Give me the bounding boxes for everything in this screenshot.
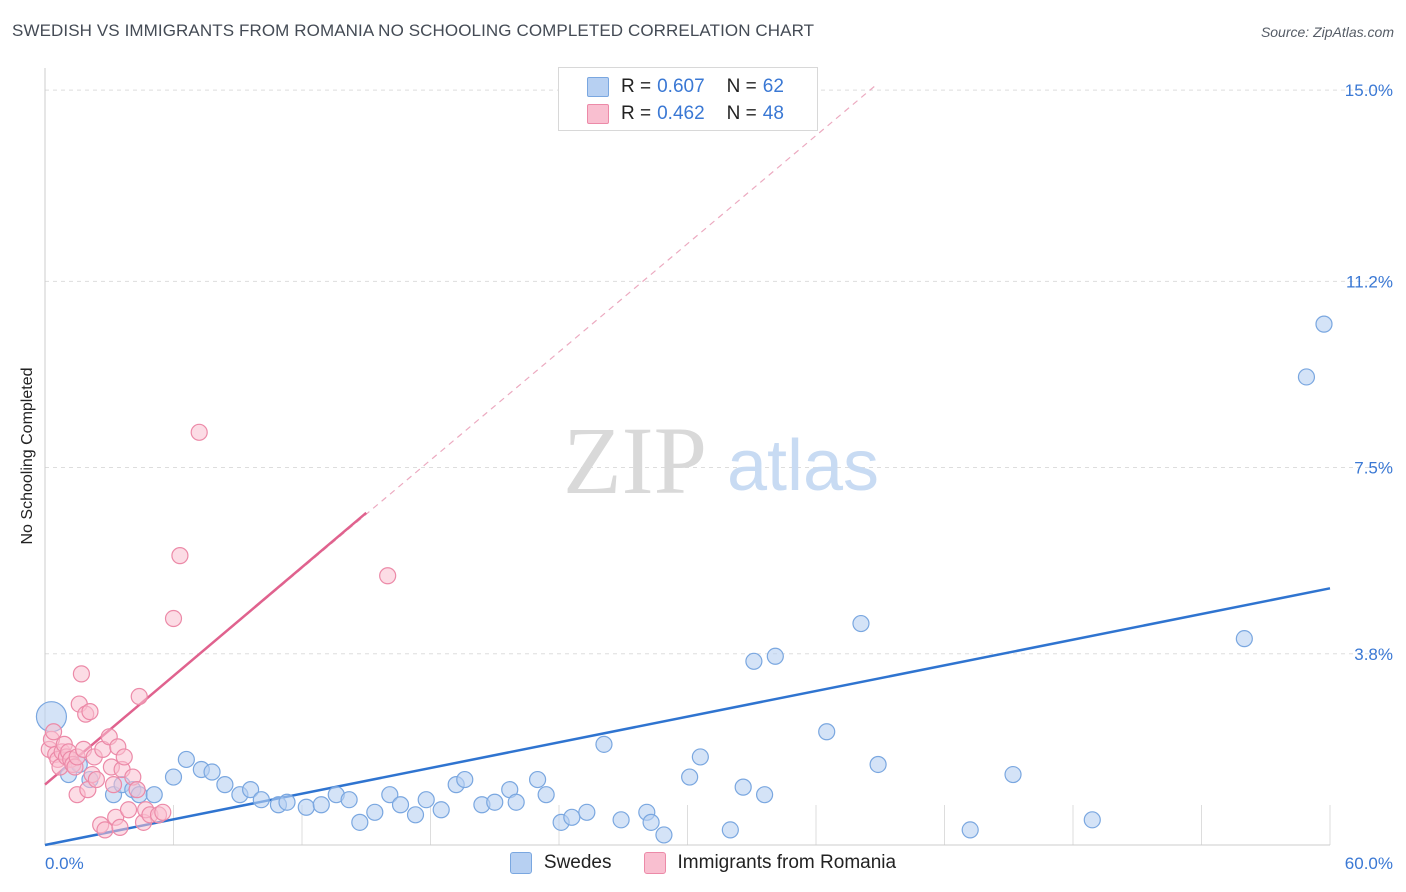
romania-point bbox=[128, 781, 146, 799]
watermark: ZIP atlas bbox=[563, 407, 879, 514]
swedes-point bbox=[642, 813, 660, 831]
bottom-legend: Swedes Immigrants from Romania bbox=[0, 852, 1406, 874]
swedes-point bbox=[278, 793, 296, 811]
bottom-legend-romania: Immigrants from Romania bbox=[643, 852, 897, 874]
swedes-point bbox=[145, 786, 163, 804]
x-tick-label: 0.0% bbox=[45, 854, 84, 873]
swedes-point bbox=[417, 791, 435, 809]
swedes-point bbox=[456, 770, 474, 789]
swedes-point bbox=[1315, 315, 1333, 333]
swedes-point bbox=[721, 821, 739, 839]
bottom-legend-swatch-romania bbox=[643, 852, 666, 874]
grid bbox=[45, 89, 1390, 655]
swedes-point bbox=[216, 776, 234, 794]
swedes-point bbox=[391, 796, 410, 814]
romania-point bbox=[164, 609, 183, 628]
romania-points bbox=[40, 423, 397, 839]
swedes-point bbox=[242, 781, 260, 799]
swedes-point bbox=[734, 778, 752, 796]
swedes-point bbox=[818, 723, 836, 741]
romania-point bbox=[379, 567, 397, 585]
legend-swatch-romania bbox=[587, 104, 609, 124]
watermark-atlas: atlas bbox=[727, 426, 879, 506]
romania-point bbox=[111, 818, 129, 836]
legend-row-romania: R = 0.462 N = 48 bbox=[587, 102, 784, 126]
legend-r-label: R = bbox=[621, 103, 652, 124]
romania-point bbox=[115, 748, 133, 766]
swedes-point bbox=[312, 796, 330, 814]
legend-swatch-swedes bbox=[587, 77, 609, 97]
swedes-point bbox=[869, 755, 887, 774]
romania-point bbox=[72, 665, 91, 683]
swedes-point bbox=[691, 748, 709, 766]
swedes-point bbox=[252, 791, 270, 809]
romania-point bbox=[81, 703, 99, 721]
legend-r-value-romania: 0.462 bbox=[657, 103, 705, 124]
bottom-legend-swedes: Swedes bbox=[509, 852, 612, 874]
romania-point bbox=[154, 803, 172, 821]
swedes-point bbox=[366, 803, 384, 821]
swedes-point bbox=[595, 735, 613, 753]
legend-n-value-romania: 48 bbox=[762, 103, 784, 124]
x-tick-label: 60.0% bbox=[1345, 854, 1393, 873]
swedes-point bbox=[755, 786, 774, 804]
swedes-point bbox=[655, 826, 673, 844]
swedes-point bbox=[164, 768, 183, 786]
romania-point bbox=[104, 776, 123, 794]
swedes-point bbox=[177, 750, 195, 769]
romania-point bbox=[119, 801, 138, 819]
swedes-point bbox=[507, 793, 525, 811]
swedes-point bbox=[961, 821, 979, 839]
swedes-point bbox=[486, 793, 504, 811]
legend-r-label: R = bbox=[621, 76, 652, 97]
y-tick-label: 15.0% bbox=[1345, 81, 1393, 100]
swedes-point bbox=[681, 768, 699, 786]
swedes-point bbox=[351, 813, 369, 831]
romania-point bbox=[44, 723, 63, 741]
swedes-point bbox=[203, 763, 221, 781]
watermark-zip: ZIP bbox=[563, 407, 707, 514]
swedes-point bbox=[406, 806, 425, 824]
chart-title: SWEDISH VS IMMIGRANTS FROM ROMANIA NO SC… bbox=[12, 21, 815, 40]
legend-row-swedes: R = 0.607 N = 62 bbox=[587, 75, 784, 99]
swedes-point bbox=[1083, 811, 1101, 829]
legend-n-label: N = bbox=[726, 76, 757, 97]
tick-labels: 3.8% 7.5% 11.2% 15.0% 0.0% 60.0% bbox=[45, 81, 1393, 873]
swedes-point bbox=[612, 811, 630, 829]
swedes-point bbox=[745, 652, 763, 670]
legend-n-label: N = bbox=[726, 103, 757, 124]
bottom-legend-swatch-swedes bbox=[509, 852, 532, 874]
swedes-point bbox=[432, 801, 450, 819]
bottom-legend-label-romania: Immigrants from Romania bbox=[677, 852, 897, 873]
y-tick-label: 7.5% bbox=[1354, 459, 1393, 478]
bottom-legend-label-swedes: Swedes bbox=[543, 852, 612, 873]
y-tick-label: 11.2% bbox=[1346, 272, 1393, 291]
swedes-point bbox=[1297, 368, 1316, 386]
romania-point bbox=[87, 770, 106, 789]
romania-point bbox=[171, 547, 189, 565]
legend-n-value-swedes: 62 bbox=[762, 76, 784, 97]
legend-r-value-swedes: 0.607 bbox=[657, 76, 705, 97]
swedes-point bbox=[528, 770, 547, 789]
romania-point bbox=[96, 821, 114, 839]
romania-point bbox=[130, 687, 148, 706]
romania-point bbox=[190, 423, 208, 441]
swedes-point bbox=[340, 791, 358, 809]
source-label: Source: ZipAtlas.com bbox=[1260, 24, 1394, 40]
swedes-point bbox=[1004, 765, 1022, 784]
swedes-point bbox=[766, 647, 784, 665]
romania-trend-line bbox=[44, 511, 368, 786]
swedes-point bbox=[297, 798, 315, 816]
legend: R = 0.607 N = 62 R = 0.462 N = 48 bbox=[558, 67, 818, 131]
y-tick-label: 3.8% bbox=[1354, 645, 1393, 664]
swedes-points bbox=[35, 315, 1333, 844]
swedes-point bbox=[1235, 630, 1253, 648]
swedes-point bbox=[381, 786, 399, 804]
swedes-point bbox=[578, 803, 596, 821]
swedes-point bbox=[537, 786, 555, 804]
swedes-point bbox=[563, 808, 581, 826]
swedes-point bbox=[852, 614, 870, 633]
